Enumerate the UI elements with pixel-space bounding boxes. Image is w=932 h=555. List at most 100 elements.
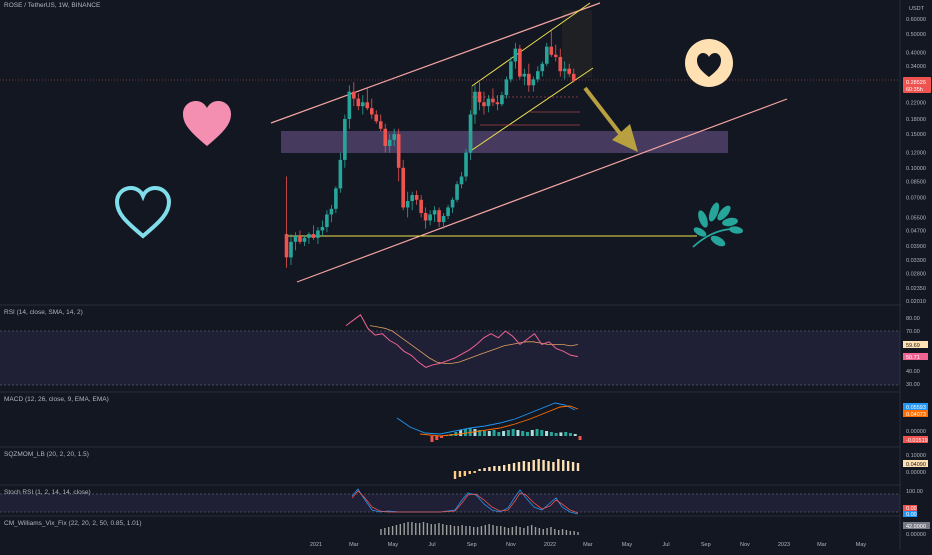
candle-body[interactable] bbox=[302, 237, 307, 242]
candle-body[interactable] bbox=[540, 63, 545, 72]
stoch-pane[interactable]: 100.00 0.00 0.00 bbox=[0, 488, 923, 518]
wedge-upper-line[interactable] bbox=[471, 2, 591, 87]
candle-body[interactable] bbox=[329, 208, 334, 215]
candle-body[interactable] bbox=[518, 48, 522, 77]
wedge-lower-line[interactable] bbox=[471, 67, 594, 151]
price-axis[interactable]: 0.60000 0.50000 0.40000 0.34000 0.22000 0.180… bbox=[906, 17, 926, 305]
candle-body[interactable] bbox=[378, 121, 383, 129]
sqz-label[interactable]: SQZMOM_LB (20, 2, 20, 1.5) bbox=[4, 451, 89, 458]
candle-body[interactable] bbox=[423, 213, 428, 221]
candle-body[interactable] bbox=[405, 201, 410, 208]
candle-body[interactable] bbox=[343, 118, 347, 160]
candle-body[interactable] bbox=[387, 139, 392, 146]
price-tick-label: 0.22000 bbox=[906, 100, 926, 106]
candle-body[interactable] bbox=[562, 68, 567, 72]
candle-body[interactable] bbox=[477, 91, 482, 103]
candle-body[interactable] bbox=[419, 199, 423, 214]
candle-body[interactable] bbox=[549, 46, 554, 55]
demand-zone[interactable] bbox=[281, 131, 728, 153]
candle-body[interactable] bbox=[558, 56, 563, 72]
candle-body[interactable] bbox=[311, 234, 316, 238]
macd-pane[interactable]: 0.05593 0.04073 0.00000 -0.01519 bbox=[396, 402, 928, 444]
candle-body[interactable] bbox=[284, 234, 289, 258]
candle-body[interactable] bbox=[464, 152, 468, 177]
candle-body[interactable] bbox=[544, 46, 549, 64]
channel-lower-line[interactable] bbox=[296, 98, 788, 283]
symbol-title[interactable]: ROSE / TetherUS, 1W, BINANCE bbox=[4, 2, 101, 9]
candle-body[interactable] bbox=[482, 102, 486, 107]
candle-body[interactable] bbox=[491, 98, 495, 103]
candlestick-series[interactable] bbox=[284, 30, 576, 268]
candle-body[interactable] bbox=[356, 98, 361, 107]
candle-body[interactable] bbox=[334, 188, 338, 209]
candle-body[interactable] bbox=[495, 102, 500, 105]
rsi-line[interactable] bbox=[345, 314, 579, 368]
candle-body[interactable] bbox=[446, 207, 450, 216]
candle-body[interactable] bbox=[392, 134, 397, 140]
williams-pane[interactable]: 42.0000 0.00000 bbox=[380, 522, 930, 538]
candle-body[interactable] bbox=[361, 102, 365, 107]
heart-badge-icon bbox=[685, 39, 733, 87]
time-axis[interactable]: 2021 Mar May Jul Sep Nov 2022 Mar May Jul Sep Nov 20… bbox=[310, 542, 867, 548]
candle-body[interactable] bbox=[289, 241, 293, 258]
candle-body[interactable] bbox=[553, 54, 558, 57]
macd-label[interactable]: MACD (12, 26, close, 9, EMA, EMA) bbox=[4, 396, 109, 403]
candle-body[interactable] bbox=[347, 91, 352, 119]
candle-body[interactable] bbox=[522, 73, 527, 77]
candle-body[interactable] bbox=[459, 176, 464, 185]
williams-bar bbox=[395, 525, 398, 535]
candle-body[interactable] bbox=[338, 159, 343, 189]
candle-body[interactable] bbox=[486, 98, 491, 107]
sqz-pane[interactable]: 0.10000 0.04090 0.00000 bbox=[453, 453, 928, 479]
candle-body[interactable] bbox=[527, 73, 531, 86]
candle-body[interactable] bbox=[369, 108, 374, 115]
candle-body[interactable] bbox=[468, 114, 473, 153]
candle-body[interactable] bbox=[410, 195, 414, 202]
candle-body[interactable] bbox=[293, 235, 298, 242]
stoch-label[interactable]: Stoch RSI (1, 2, 14, 14, close) bbox=[4, 489, 91, 496]
candle-body[interactable] bbox=[320, 227, 325, 231]
stoch-d-tag: 0.00 bbox=[906, 512, 917, 518]
candle-body[interactable] bbox=[571, 73, 576, 81]
candle-body[interactable] bbox=[414, 195, 419, 200]
stoch-d-line[interactable] bbox=[351, 490, 579, 514]
rsi-pane[interactable]: 80.00 70.00 40.00 30.00 59.69 50.71 bbox=[0, 314, 928, 388]
candle-body[interactable] bbox=[536, 71, 540, 80]
channel-upper-line[interactable] bbox=[270, 2, 601, 124]
candle-body[interactable] bbox=[365, 102, 370, 109]
hist-tag-bg bbox=[903, 436, 928, 443]
candle-body[interactable] bbox=[428, 214, 432, 221]
candle-body[interactable] bbox=[432, 210, 437, 215]
candle-body[interactable] bbox=[307, 234, 311, 238]
macd-hist-bar bbox=[549, 432, 553, 436]
macd-line[interactable] bbox=[396, 402, 576, 435]
candle-body[interactable] bbox=[504, 79, 509, 96]
rsi-label[interactable]: RSI (14, close, SMA, 14, 2) bbox=[4, 309, 83, 316]
candle-body[interactable] bbox=[441, 215, 446, 223]
candle-body[interactable] bbox=[473, 91, 477, 115]
candle-body[interactable] bbox=[437, 210, 441, 223]
candle-body[interactable] bbox=[567, 68, 572, 74]
candle-body[interactable] bbox=[531, 79, 536, 86]
signal-line[interactable] bbox=[419, 405, 579, 437]
candle-body[interactable] bbox=[401, 167, 405, 208]
stoch-d-tag-bg bbox=[903, 511, 917, 517]
candle-body[interactable] bbox=[396, 134, 401, 168]
down-arrow[interactable] bbox=[583, 86, 638, 152]
candle-body[interactable] bbox=[513, 48, 518, 62]
candle-body[interactable] bbox=[450, 199, 455, 208]
candle-body[interactable] bbox=[352, 91, 356, 99]
candle-body[interactable] bbox=[325, 214, 329, 228]
macd-hist-bar bbox=[535, 429, 539, 436]
williams-label[interactable]: CM_Williams_Vix_Fix (22, 20, 2, 50, 0.85… bbox=[4, 520, 142, 527]
candle-body[interactable] bbox=[500, 95, 504, 105]
candle-body[interactable] bbox=[383, 128, 388, 146]
candle-body[interactable] bbox=[316, 230, 320, 238]
candle-body[interactable] bbox=[298, 235, 302, 242]
price-tick-label: 0.07000 bbox=[906, 195, 926, 201]
candle-body[interactable] bbox=[374, 114, 379, 122]
candle-body[interactable] bbox=[509, 61, 513, 80]
candle-body[interactable] bbox=[455, 184, 459, 200]
